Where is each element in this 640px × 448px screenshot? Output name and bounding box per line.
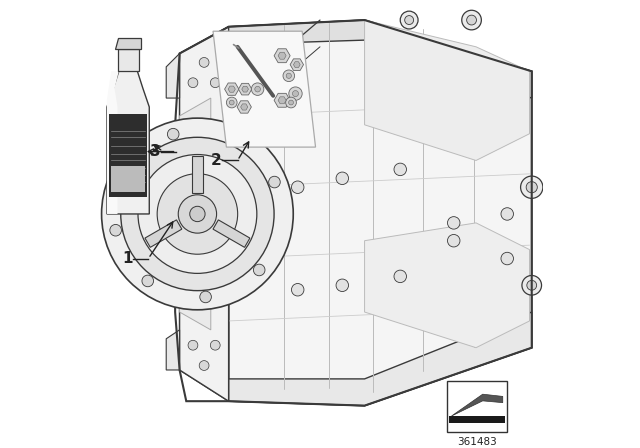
Circle shape xyxy=(120,165,132,177)
Polygon shape xyxy=(241,104,248,110)
Circle shape xyxy=(501,208,513,220)
Polygon shape xyxy=(294,62,300,68)
Text: 2: 2 xyxy=(211,153,222,168)
Circle shape xyxy=(400,11,418,29)
Polygon shape xyxy=(213,31,316,147)
Polygon shape xyxy=(166,53,180,98)
Circle shape xyxy=(211,340,220,350)
Circle shape xyxy=(520,176,543,198)
Polygon shape xyxy=(115,38,141,49)
Circle shape xyxy=(394,270,406,283)
Circle shape xyxy=(447,234,460,247)
Polygon shape xyxy=(237,101,252,113)
Polygon shape xyxy=(278,52,286,59)
Circle shape xyxy=(291,284,304,296)
Polygon shape xyxy=(365,20,529,160)
Polygon shape xyxy=(118,49,139,71)
Polygon shape xyxy=(109,114,147,197)
Circle shape xyxy=(253,264,265,276)
Circle shape xyxy=(286,73,291,78)
Circle shape xyxy=(221,209,231,219)
Polygon shape xyxy=(180,27,228,401)
Bar xyxy=(447,381,508,432)
Circle shape xyxy=(179,195,216,233)
Circle shape xyxy=(229,100,234,105)
Circle shape xyxy=(269,176,280,188)
Circle shape xyxy=(526,181,538,193)
Polygon shape xyxy=(111,166,145,192)
Polygon shape xyxy=(228,86,236,92)
Polygon shape xyxy=(145,220,182,247)
Polygon shape xyxy=(107,71,149,214)
Circle shape xyxy=(527,280,536,290)
Circle shape xyxy=(461,10,481,30)
Circle shape xyxy=(447,217,460,229)
Circle shape xyxy=(218,134,228,143)
Polygon shape xyxy=(274,93,290,107)
Circle shape xyxy=(292,90,298,97)
Polygon shape xyxy=(213,220,250,247)
Circle shape xyxy=(467,15,476,25)
Circle shape xyxy=(199,361,209,370)
Polygon shape xyxy=(228,312,532,405)
Circle shape xyxy=(199,57,209,67)
Polygon shape xyxy=(180,20,532,98)
Circle shape xyxy=(501,252,513,265)
Circle shape xyxy=(180,285,189,295)
Circle shape xyxy=(102,118,293,310)
Circle shape xyxy=(285,97,296,108)
Circle shape xyxy=(394,163,406,176)
Circle shape xyxy=(177,209,187,219)
Circle shape xyxy=(200,291,211,303)
Circle shape xyxy=(291,181,304,194)
Circle shape xyxy=(110,224,122,236)
Text: 361483: 361483 xyxy=(457,437,497,447)
Circle shape xyxy=(218,285,228,295)
Circle shape xyxy=(255,86,260,92)
Circle shape xyxy=(289,100,293,105)
Circle shape xyxy=(142,275,154,287)
Polygon shape xyxy=(192,156,203,193)
Circle shape xyxy=(189,206,205,222)
Polygon shape xyxy=(278,97,286,104)
Circle shape xyxy=(283,70,294,82)
Polygon shape xyxy=(180,98,211,330)
Polygon shape xyxy=(180,27,228,401)
Circle shape xyxy=(157,174,237,254)
Polygon shape xyxy=(107,71,119,214)
Circle shape xyxy=(289,87,302,100)
Circle shape xyxy=(211,78,220,88)
Polygon shape xyxy=(365,223,529,348)
Text: 1: 1 xyxy=(122,251,132,266)
Polygon shape xyxy=(290,59,303,70)
Polygon shape xyxy=(274,49,290,63)
Polygon shape xyxy=(228,20,532,405)
Polygon shape xyxy=(225,83,239,95)
Polygon shape xyxy=(449,416,505,423)
Circle shape xyxy=(121,137,274,291)
Polygon shape xyxy=(242,86,248,92)
Circle shape xyxy=(336,279,349,292)
Circle shape xyxy=(404,16,413,25)
Circle shape xyxy=(168,129,179,140)
Circle shape xyxy=(180,134,189,143)
Circle shape xyxy=(522,276,541,295)
Circle shape xyxy=(227,97,237,108)
Circle shape xyxy=(252,83,264,95)
Polygon shape xyxy=(166,330,180,370)
Circle shape xyxy=(227,133,239,144)
Circle shape xyxy=(336,172,349,185)
Circle shape xyxy=(188,340,198,350)
Circle shape xyxy=(188,78,198,88)
Circle shape xyxy=(138,155,257,273)
Polygon shape xyxy=(451,394,503,416)
Polygon shape xyxy=(239,83,252,95)
Text: 3: 3 xyxy=(150,144,161,159)
